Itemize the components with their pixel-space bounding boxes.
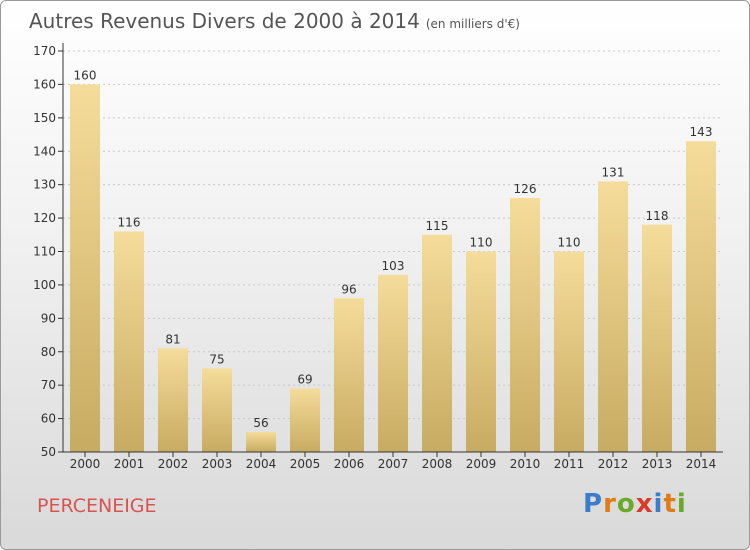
bar bbox=[554, 251, 584, 452]
x-tick-label: 2012 bbox=[598, 457, 629, 471]
bar bbox=[290, 388, 320, 452]
x-tick-label: 2006 bbox=[334, 457, 365, 471]
bar bbox=[114, 231, 144, 452]
data-label: 116 bbox=[118, 215, 141, 229]
y-tick-label: 150 bbox=[33, 111, 56, 125]
bar bbox=[334, 298, 364, 452]
chart-title-text: Autres Revenus Divers de 2000 à 2014 bbox=[29, 9, 420, 33]
data-label: 115 bbox=[426, 219, 449, 233]
y-tick-label: 100 bbox=[33, 278, 56, 292]
y-tick-label: 130 bbox=[33, 178, 56, 192]
x-tick-label: 2003 bbox=[202, 457, 233, 471]
logo-letter: i bbox=[676, 489, 687, 519]
logo-letter: o bbox=[616, 489, 636, 519]
data-label: 126 bbox=[514, 182, 537, 196]
y-tick-label: 120 bbox=[33, 211, 56, 225]
x-tick-label: 2000 bbox=[70, 457, 101, 471]
data-label: 103 bbox=[382, 259, 405, 273]
data-label: 69 bbox=[297, 373, 312, 387]
x-tick-label: 2005 bbox=[290, 457, 321, 471]
x-tick-label: 2009 bbox=[466, 457, 497, 471]
data-label: 110 bbox=[558, 236, 581, 250]
data-label: 96 bbox=[341, 282, 356, 296]
data-label: 75 bbox=[209, 352, 224, 366]
bar bbox=[642, 224, 672, 452]
x-tick-label: 2004 bbox=[246, 457, 277, 471]
bar bbox=[466, 251, 496, 452]
data-label: 81 bbox=[165, 332, 180, 346]
bar bbox=[378, 274, 408, 452]
y-tick-label: 60 bbox=[41, 412, 56, 426]
y-tick-label: 170 bbox=[33, 44, 56, 58]
y-tick-label: 70 bbox=[41, 378, 56, 392]
x-tick-label: 2001 bbox=[114, 457, 145, 471]
data-label: 110 bbox=[470, 236, 493, 250]
bar bbox=[598, 181, 628, 452]
y-tick-label: 110 bbox=[33, 245, 56, 259]
x-tick-label: 2002 bbox=[158, 457, 189, 471]
bar bbox=[510, 198, 540, 452]
x-tick-label: 2011 bbox=[554, 457, 585, 471]
x-tick-label: 2014 bbox=[686, 457, 717, 471]
bar bbox=[686, 141, 716, 452]
logo-letter: t bbox=[663, 489, 677, 519]
data-label: 118 bbox=[646, 209, 669, 223]
chart-subtitle: (en milliers d'€) bbox=[425, 17, 520, 31]
bar bbox=[158, 348, 188, 452]
x-tick-label: 2007 bbox=[378, 457, 409, 471]
commune-name: PERCENEIGE bbox=[37, 495, 157, 517]
proxiti-logo: Proxiti bbox=[583, 489, 687, 519]
y-tick-label: 160 bbox=[33, 77, 56, 91]
data-label: 143 bbox=[690, 125, 713, 139]
y-tick-label: 50 bbox=[41, 445, 56, 459]
logo-letter: x bbox=[635, 489, 654, 519]
x-tick-label: 2008 bbox=[422, 457, 453, 471]
chart-title: Autres Revenus Divers de 2000 à 2014 (en … bbox=[29, 9, 520, 33]
logo-letter: i bbox=[653, 489, 664, 519]
logo-letter: r bbox=[603, 489, 617, 519]
data-label: 56 bbox=[253, 416, 268, 430]
x-tick-label: 2010 bbox=[510, 457, 541, 471]
bar bbox=[70, 84, 100, 453]
x-tick-label: 2013 bbox=[642, 457, 673, 471]
bar bbox=[246, 431, 276, 452]
y-tick-label: 80 bbox=[41, 345, 56, 359]
data-label: 160 bbox=[74, 68, 97, 82]
data-label: 131 bbox=[602, 165, 625, 179]
logo-letter: P bbox=[583, 489, 604, 519]
bar bbox=[202, 368, 232, 452]
y-tick-label: 90 bbox=[41, 311, 56, 325]
y-tick-label: 140 bbox=[33, 144, 56, 158]
bar bbox=[422, 234, 452, 452]
